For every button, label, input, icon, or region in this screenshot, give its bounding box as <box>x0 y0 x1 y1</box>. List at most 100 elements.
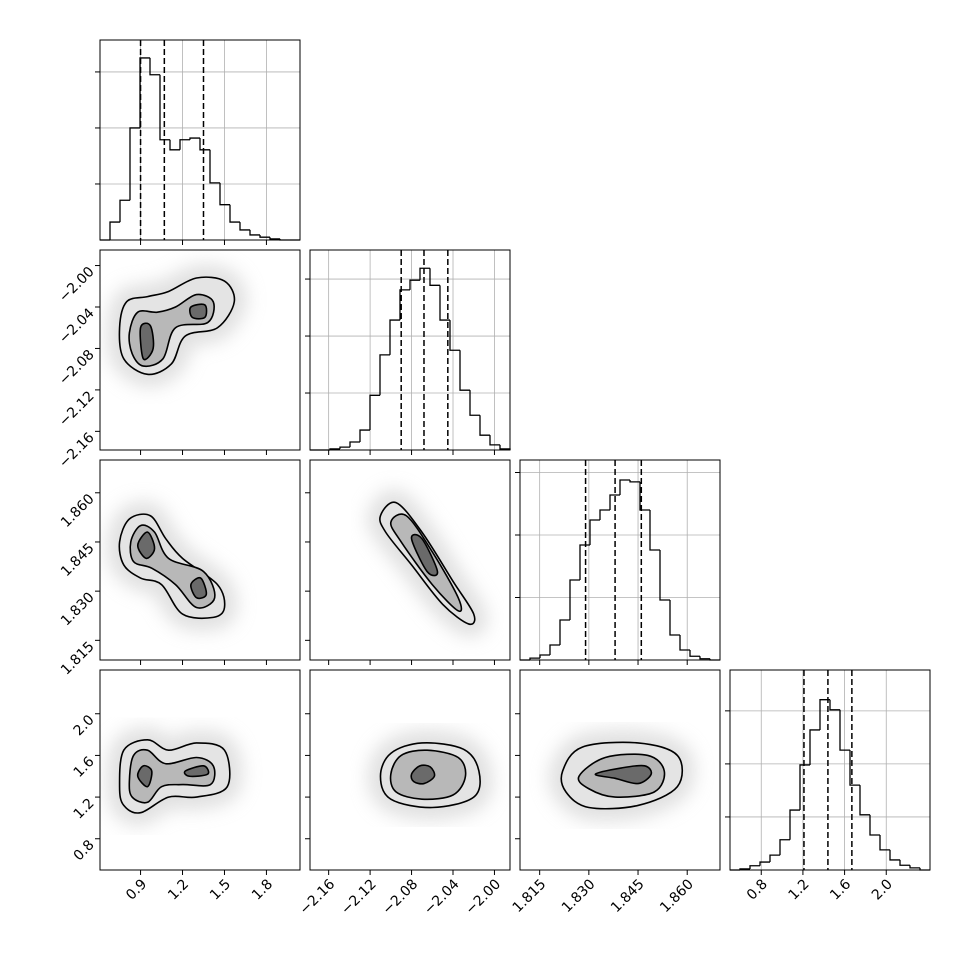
histogram-step <box>659 550 670 601</box>
x-tick-label: 1.815 <box>510 876 550 916</box>
histogram-step <box>589 519 600 545</box>
histogram-step <box>889 849 900 861</box>
histogram-step <box>639 481 650 511</box>
panel-frame <box>519 459 721 661</box>
histogram-step <box>199 138 210 151</box>
histogram-step <box>479 415 490 436</box>
y-tick-label: 1.815 <box>58 639 98 679</box>
histogram-step <box>529 657 540 660</box>
y-tick-label: 1.845 <box>58 540 98 580</box>
histogram-step <box>339 446 350 449</box>
y-tick-label: −2.08 <box>56 347 98 389</box>
x-tick-label: 1.5 <box>207 876 234 903</box>
histogram-step <box>759 861 770 866</box>
histogram-step <box>559 619 570 645</box>
y-tick-label: −2.12 <box>56 388 98 430</box>
x-tick-label: 0.8 <box>744 876 771 903</box>
panel-frame <box>99 249 301 451</box>
y-tick-label: 1.830 <box>58 589 98 629</box>
y-tick-label: 1.6 <box>71 754 98 781</box>
x-tick-label: 0.9 <box>123 876 150 903</box>
panel-frame <box>309 669 511 871</box>
y-tick-label: −2.16 <box>56 430 98 472</box>
histogram-step <box>849 750 860 786</box>
x-tick-label: 1.6 <box>827 876 854 903</box>
histogram-step <box>539 654 550 659</box>
histogram-step <box>689 650 700 657</box>
histogram-step <box>209 149 220 184</box>
histogram-step <box>169 139 180 151</box>
histogram-step <box>459 350 470 391</box>
histogram-step <box>579 544 590 580</box>
x-tick-label: −2.04 <box>421 876 463 918</box>
histogram-step <box>399 289 410 321</box>
x-tick-label: −2.08 <box>380 876 422 918</box>
histogram-step <box>499 444 511 450</box>
contour <box>139 322 155 361</box>
histogram-step <box>489 435 500 446</box>
x-tick-label: 1.8 <box>249 876 276 903</box>
histogram-step <box>349 441 360 448</box>
contour <box>190 576 208 600</box>
histogram-step <box>369 394 380 431</box>
histogram-step <box>669 600 680 636</box>
histogram-step <box>859 785 870 816</box>
histogram-step <box>799 764 810 811</box>
histogram-step <box>149 57 160 76</box>
histogram-step <box>129 127 140 201</box>
histogram-step <box>819 699 830 730</box>
histogram-step <box>829 699 840 711</box>
histogram-step <box>449 320 460 351</box>
panel-frame <box>99 669 301 871</box>
contour <box>136 764 153 788</box>
histogram-step <box>869 814 880 836</box>
histogram-step <box>619 479 630 495</box>
histogram-step <box>179 139 190 150</box>
histogram-step <box>609 494 620 510</box>
contour <box>189 303 208 320</box>
histogram-step <box>469 390 480 416</box>
y-tick-label: 1.2 <box>71 795 98 822</box>
y-tick-label: 1.860 <box>58 491 98 531</box>
y-tick-label: 2.0 <box>71 712 98 739</box>
histogram-step <box>219 182 230 206</box>
x-tick-label: −2.00 <box>462 876 504 918</box>
histogram-step <box>439 285 450 321</box>
histogram-step <box>769 854 780 863</box>
histogram-step <box>239 222 250 231</box>
y-tick-label: 0.8 <box>71 837 98 864</box>
contour <box>136 531 156 560</box>
histogram-step <box>549 644 560 655</box>
contour <box>410 533 439 577</box>
contour <box>410 764 436 785</box>
contour <box>128 748 216 804</box>
x-tick-label: 2.0 <box>869 876 896 903</box>
histogram-step <box>749 865 760 869</box>
histogram-step <box>909 865 920 869</box>
histogram-step <box>629 480 640 483</box>
panel-frame <box>519 669 721 871</box>
histogram-step <box>899 859 910 866</box>
x-tick-label: 1.2 <box>786 876 813 903</box>
histogram-step <box>409 279 420 290</box>
histogram-step <box>649 510 660 551</box>
histogram-step <box>109 221 120 240</box>
x-tick-label: 1.860 <box>657 876 697 916</box>
x-tick-label: 1.2 <box>165 876 192 903</box>
histogram-step <box>389 319 400 355</box>
panel-frame <box>729 669 931 871</box>
histogram-step <box>359 429 370 443</box>
histogram-step <box>159 74 170 141</box>
histogram-step <box>879 834 890 851</box>
histogram-step <box>429 268 440 286</box>
panel-frame <box>99 459 301 661</box>
histogram-step <box>379 354 390 396</box>
histogram-step <box>779 839 790 856</box>
histogram-step <box>699 656 710 660</box>
y-tick-label: −2.04 <box>56 305 98 347</box>
histogram-step <box>139 57 150 128</box>
histogram-step <box>789 809 800 840</box>
y-tick-label: −2.00 <box>56 264 98 306</box>
histogram-step <box>679 635 690 651</box>
